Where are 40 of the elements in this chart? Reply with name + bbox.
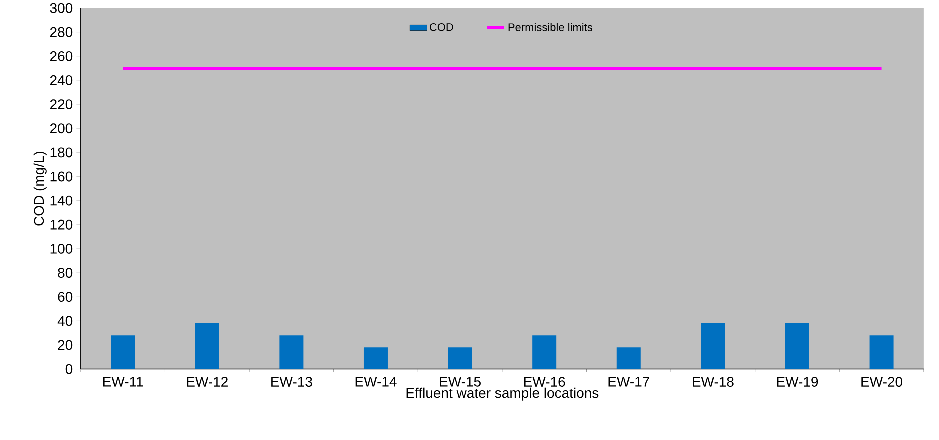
y-tick-label: 40 [58,316,73,326]
y-axis-title: COD (mg/L) [34,152,47,226]
y-tick-label: 300 [50,3,73,14]
y-tick-label: 140 [50,196,73,206]
x-tick-label: EW-15 [440,376,481,387]
y-tick-label: 0 [66,364,73,374]
x-tick-label: EW-19 [777,376,818,387]
x-tick-label: EW-11 [103,376,144,387]
y-tick-label: 100 [50,244,73,254]
bar [701,323,726,370]
y-tick-label: 60 [58,292,73,302]
y-tick-label: 280 [50,27,73,38]
y-tick-label: 20 [58,340,73,350]
y-tick-label: 260 [50,51,73,62]
bar [448,347,472,370]
bar [616,347,641,370]
x-tick-label: EW-20 [862,376,903,387]
legend-label: COD [430,23,454,32]
x-tick-label: EW-17 [608,376,650,387]
x-axis-title: Effluent water sample locations [406,388,599,401]
x-tick-label: EW-12 [187,376,228,387]
y-tick-label: 200 [50,124,73,134]
y-tick-label: 160 [50,172,73,182]
y-tick-label: 180 [50,148,73,158]
x-tick-label: EW-18 [693,376,734,387]
x-tick-label: EW-14 [356,376,397,387]
bar [111,335,136,370]
bar [532,335,557,370]
y-tick-label: 240 [50,75,73,86]
bar [280,335,304,370]
x-tick-label: EW-13 [272,376,312,387]
y-tick-label: 120 [50,220,73,230]
bar [785,323,810,370]
x-tick-label: EW-16 [524,376,566,387]
y-tick-label: 220 [50,99,73,110]
bar [870,335,894,370]
y-tick-label: 80 [58,268,73,278]
legend-label: Permissible limits [508,23,592,32]
bar [195,323,220,370]
bar [364,347,388,370]
